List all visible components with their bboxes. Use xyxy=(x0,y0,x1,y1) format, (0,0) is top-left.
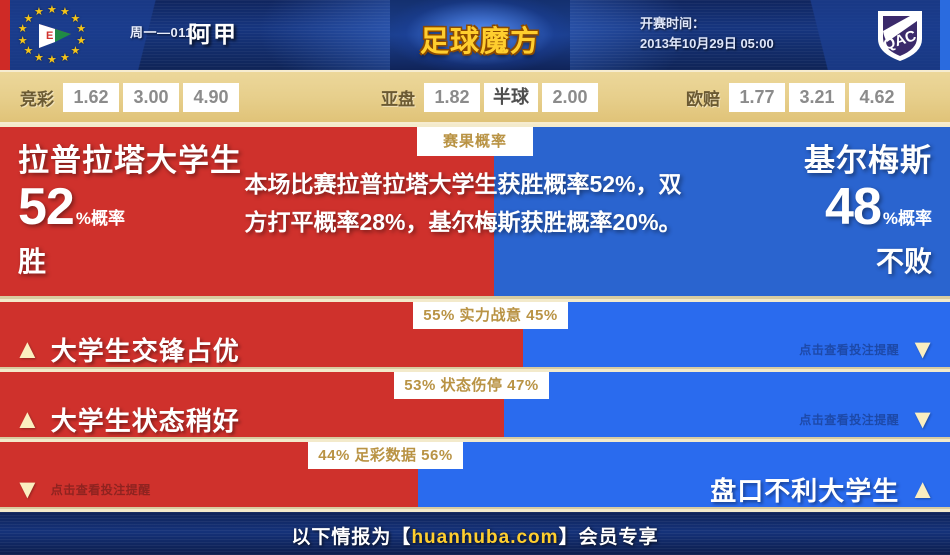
odds-cell-euro-2[interactable]: 3.21 xyxy=(789,82,845,112)
footer-prefix: 以下情报为【 xyxy=(291,527,412,548)
row-badge: 44% 足彩数据 56% xyxy=(308,442,463,469)
odds-cell-jingcai-3[interactable]: 4.90 xyxy=(183,82,239,112)
svg-text:E: E xyxy=(46,30,53,42)
away-team-block: 基尔梅斯 48 %概率 不败 xyxy=(804,143,932,278)
estudiantes-crest: ★ ★ ★ ★ ★ ★ ★ ★ ★ ★ ★ ★ ★ ★ E xyxy=(17,4,87,66)
arrow-up-icon: ▲ xyxy=(14,404,41,434)
result-probability-panel: 拉普拉塔大学生 52 %概率 胜 基尔梅斯 48 %概率 不败 赛果概率 本场比赛拉… xyxy=(0,124,950,296)
odds-label-jingcai: 竞彩 xyxy=(20,89,54,109)
site-logo[interactable]: 足球魔方 xyxy=(390,0,570,70)
kickoff-value: 2013年10月29日 05:00 xyxy=(640,36,774,51)
away-probability: 48 %概率 xyxy=(804,181,932,246)
odds-group-euro: 欧赔 1.77 3.21 4.62 xyxy=(686,72,909,122)
odds-group-asian: 亚盘 1.82 半球 2.00 xyxy=(381,72,602,122)
row-blue-fill xyxy=(418,442,950,507)
odds-bar: 竞彩 1.62 3.00 4.90 亚盘 1.82 半球 2.00 欧赔 1.7… xyxy=(0,70,950,124)
compare-row[interactable]: 53% 状态伤停 47% ▲ 大学生状态稍好 点击查看投注提醒 ▼ xyxy=(0,369,950,437)
footer-notice: 以下情报为【huanhuba.com】会员专享 xyxy=(0,522,950,549)
row-right-text: 点击查看投注提醒 xyxy=(799,343,900,357)
home-probability: 52 %概率 xyxy=(18,181,242,246)
home-team-block: 拉普拉塔大学生 52 %概率 胜 xyxy=(18,143,242,278)
league-name: 阿甲 xyxy=(188,21,238,47)
row-right-side[interactable]: 点击查看投注提醒 ▼ xyxy=(799,399,936,437)
page-header: ★ ★ ★ ★ ★ ★ ★ ★ ★ ★ ★ ★ ★ ★ E 周一—011 阿甲 足球魔方 开赛时间： 20… xyxy=(0,0,950,70)
result-probability-tag: 赛果概率 xyxy=(417,127,533,156)
row-left-text: 点击查看投注提醒 xyxy=(50,483,151,497)
site-logo-text: 足球魔方 xyxy=(419,26,540,58)
arrow-down-icon: ▼ xyxy=(14,474,41,504)
odds-group-jingcai: 竞彩 1.62 3.00 4.90 xyxy=(20,72,243,122)
row-badge: 53% 状态伤停 47% xyxy=(394,372,549,399)
row-right-text: 点击查看投注提醒 xyxy=(799,413,900,427)
kickoff-label: 开赛时间： xyxy=(640,16,706,31)
odds-label-asian: 亚盘 xyxy=(381,89,415,109)
odds-cell-euro-3[interactable]: 4.62 xyxy=(849,82,905,112)
footer-suffix: 】会员专享 xyxy=(558,527,659,548)
row-left-text: 大学生交锋占优 xyxy=(50,336,240,366)
row-blue-fill xyxy=(504,372,950,437)
compare-row[interactable]: 55% 实力战意 45% ▲ 大学生交锋占优 点击查看投注提醒 ▼ xyxy=(0,299,950,367)
row-right-side[interactable]: 盘口不利大学生 ▲ xyxy=(710,469,936,507)
arrow-up-icon: ▲ xyxy=(909,474,936,504)
crest-pennant-icon: E xyxy=(39,24,71,48)
away-result-label: 不败 xyxy=(875,246,932,277)
odds-cell-asian-handicap[interactable]: 半球 xyxy=(484,82,538,112)
quilmes-crest: QAC xyxy=(878,11,922,61)
row-blue-fill xyxy=(523,302,950,367)
row-badge: 55% 实力战意 45% xyxy=(413,302,568,329)
match-round: 周一—011 xyxy=(130,25,193,40)
row-right-text: 盘口不利大学生 xyxy=(710,476,900,506)
result-probability-tag-label: 赛果概率 xyxy=(442,133,507,150)
row-right-side[interactable]: 点击查看投注提醒 ▼ xyxy=(799,329,936,367)
header-edge-red xyxy=(0,0,10,70)
home-probability-value: 52 xyxy=(18,178,75,236)
kickoff-time-block: 开赛时间： 2013年10月29日 05:00 xyxy=(640,14,840,54)
row-left-side[interactable]: ▲ 大学生交锋占优 xyxy=(14,329,240,367)
header-edge-blue xyxy=(940,0,950,70)
odds-label-euro: 欧赔 xyxy=(686,89,720,109)
odds-cell-jingcai-2[interactable]: 3.00 xyxy=(123,82,179,112)
away-team-name: 基尔梅斯 xyxy=(804,143,932,178)
home-result-label: 胜 xyxy=(18,246,47,277)
arrow-down-icon: ▼ xyxy=(909,404,936,434)
prediction-summary-text: 本场比赛拉普拉塔大学生获胜概率52%，双方打平概率28%，基尔梅斯获胜概率20%… xyxy=(244,171,682,235)
row-left-side[interactable]: ▲ 大学生状态稍好 xyxy=(14,399,240,437)
row-left-side[interactable]: ▼ 点击查看投注提醒 xyxy=(14,469,151,507)
compare-row[interactable]: 44% 足彩数据 56% ▼ 点击查看投注提醒 盘口不利大学生 ▲ xyxy=(0,439,950,507)
home-probability-unit: %概率 xyxy=(75,209,125,228)
away-probability-value: 48 xyxy=(825,178,882,236)
arrow-down-icon: ▼ xyxy=(909,334,936,364)
away-probability-fill xyxy=(494,127,950,296)
arrow-up-icon: ▲ xyxy=(14,334,41,364)
away-probability-unit: %概率 xyxy=(882,209,932,228)
page-footer: 以下情报为【huanhuba.com】会员专享 xyxy=(0,509,950,555)
odds-cell-euro-1[interactable]: 1.77 xyxy=(729,82,785,112)
odds-cell-asian-1[interactable]: 1.82 xyxy=(424,82,480,112)
home-team-name: 拉普拉塔大学生 xyxy=(18,143,242,178)
odds-cell-asian-2[interactable]: 2.00 xyxy=(542,82,598,112)
footer-site[interactable]: huanhuba.com xyxy=(411,527,559,548)
odds-cell-jingcai-1[interactable]: 1.62 xyxy=(63,82,119,112)
row-left-text: 大学生状态稍好 xyxy=(50,406,240,436)
